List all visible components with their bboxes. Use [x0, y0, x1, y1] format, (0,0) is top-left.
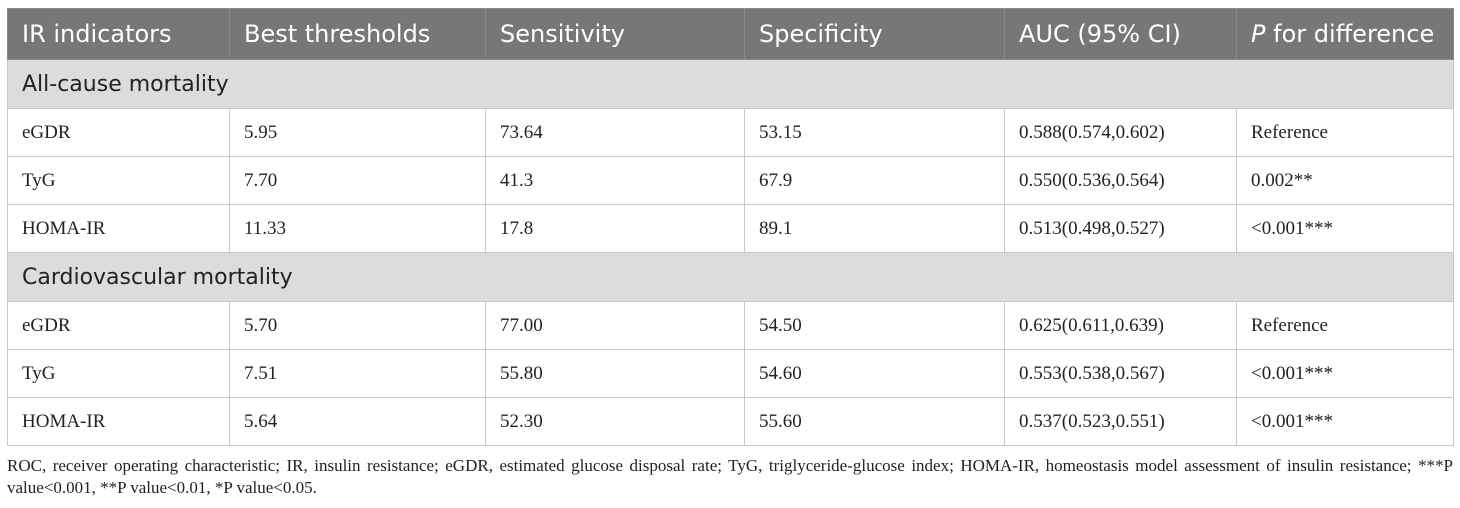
cell-specificity: 54.50	[744, 301, 1005, 350]
cell-auc: 0.553(0.538,0.567)	[1004, 349, 1237, 398]
section-title: Cardiovascular mortality	[7, 252, 1454, 302]
table-footnote: ROC, receiver operating characteristic; …	[7, 456, 1453, 497]
header-best-thresholds: Best thresholds	[229, 8, 486, 60]
cell-threshold: 5.70	[229, 301, 486, 350]
cell-auc: 0.513(0.498,0.527)	[1004, 204, 1237, 253]
header-auc: AUC (95% CI)	[1004, 8, 1237, 60]
cell-auc: 0.537(0.523,0.551)	[1004, 397, 1237, 446]
cell-p-value: <0.001***	[1236, 397, 1454, 446]
cell-specificity: 67.9	[744, 156, 1005, 205]
header-specificity: Specificity	[744, 8, 1005, 60]
results-table: IR indicators Best thresholds Sensitivit…	[7, 8, 1454, 446]
cell-indicator: eGDR	[7, 301, 230, 350]
section-row-all-cause: All-cause mortality	[7, 59, 1454, 109]
cell-threshold: 7.70	[229, 156, 486, 205]
cell-specificity: 55.60	[744, 397, 1005, 446]
table-row: eGDR 5.95 73.64 53.15 0.588(0.574,0.602)…	[7, 108, 1454, 157]
cell-auc: 0.625(0.611,0.639)	[1004, 301, 1237, 350]
cell-p-value: Reference	[1236, 301, 1454, 350]
section-row-cardiovascular: Cardiovascular mortality	[7, 252, 1454, 302]
table-row: eGDR 5.70 77.00 54.50 0.625(0.611,0.639)…	[7, 301, 1454, 350]
cell-threshold: 5.64	[229, 397, 486, 446]
cell-threshold: 7.51	[229, 349, 486, 398]
header-p-for-difference: P for difference	[1236, 8, 1454, 60]
cell-auc: 0.550(0.536,0.564)	[1004, 156, 1237, 205]
cell-indicator: eGDR	[7, 108, 230, 157]
cell-indicator: TyG	[7, 156, 230, 205]
cell-p-value: Reference	[1236, 108, 1454, 157]
cell-sensitivity: 73.64	[485, 108, 745, 157]
cell-p-value: <0.001***	[1236, 349, 1454, 398]
table-row: TyG 7.70 41.3 67.9 0.550(0.536,0.564) 0.…	[7, 156, 1454, 205]
cell-sensitivity: 77.00	[485, 301, 745, 350]
cell-sensitivity: 52.30	[485, 397, 745, 446]
cell-threshold: 11.33	[229, 204, 486, 253]
cell-sensitivity: 41.3	[485, 156, 745, 205]
cell-p-value: 0.002**	[1236, 156, 1454, 205]
cell-specificity: 53.15	[744, 108, 1005, 157]
cell-indicator: TyG	[7, 349, 230, 398]
cell-specificity: 89.1	[744, 204, 1005, 253]
header-ir-indicators: IR indicators	[7, 8, 230, 60]
cell-threshold: 5.95	[229, 108, 486, 157]
header-p-rest: for difference	[1265, 20, 1435, 48]
table-row: HOMA-IR 11.33 17.8 89.1 0.513(0.498,0.52…	[7, 204, 1454, 253]
cell-specificity: 54.60	[744, 349, 1005, 398]
cell-sensitivity: 17.8	[485, 204, 745, 253]
header-p-italic: P	[1251, 20, 1266, 48]
table-container: IR indicators Best thresholds Sensitivit…	[7, 8, 1454, 446]
cell-indicator: HOMA-IR	[7, 397, 230, 446]
cell-auc: 0.588(0.574,0.602)	[1004, 108, 1237, 157]
table-row: HOMA-IR 5.64 52.30 55.60 0.537(0.523,0.5…	[7, 397, 1454, 446]
table-row: TyG 7.51 55.80 54.60 0.553(0.538,0.567) …	[7, 349, 1454, 398]
section-title: All-cause mortality	[7, 59, 1454, 109]
header-sensitivity: Sensitivity	[485, 8, 745, 60]
cell-p-value: <0.001***	[1236, 204, 1454, 253]
cell-indicator: HOMA-IR	[7, 204, 230, 253]
header-row: IR indicators Best thresholds Sensitivit…	[7, 8, 1454, 60]
cell-sensitivity: 55.80	[485, 349, 745, 398]
